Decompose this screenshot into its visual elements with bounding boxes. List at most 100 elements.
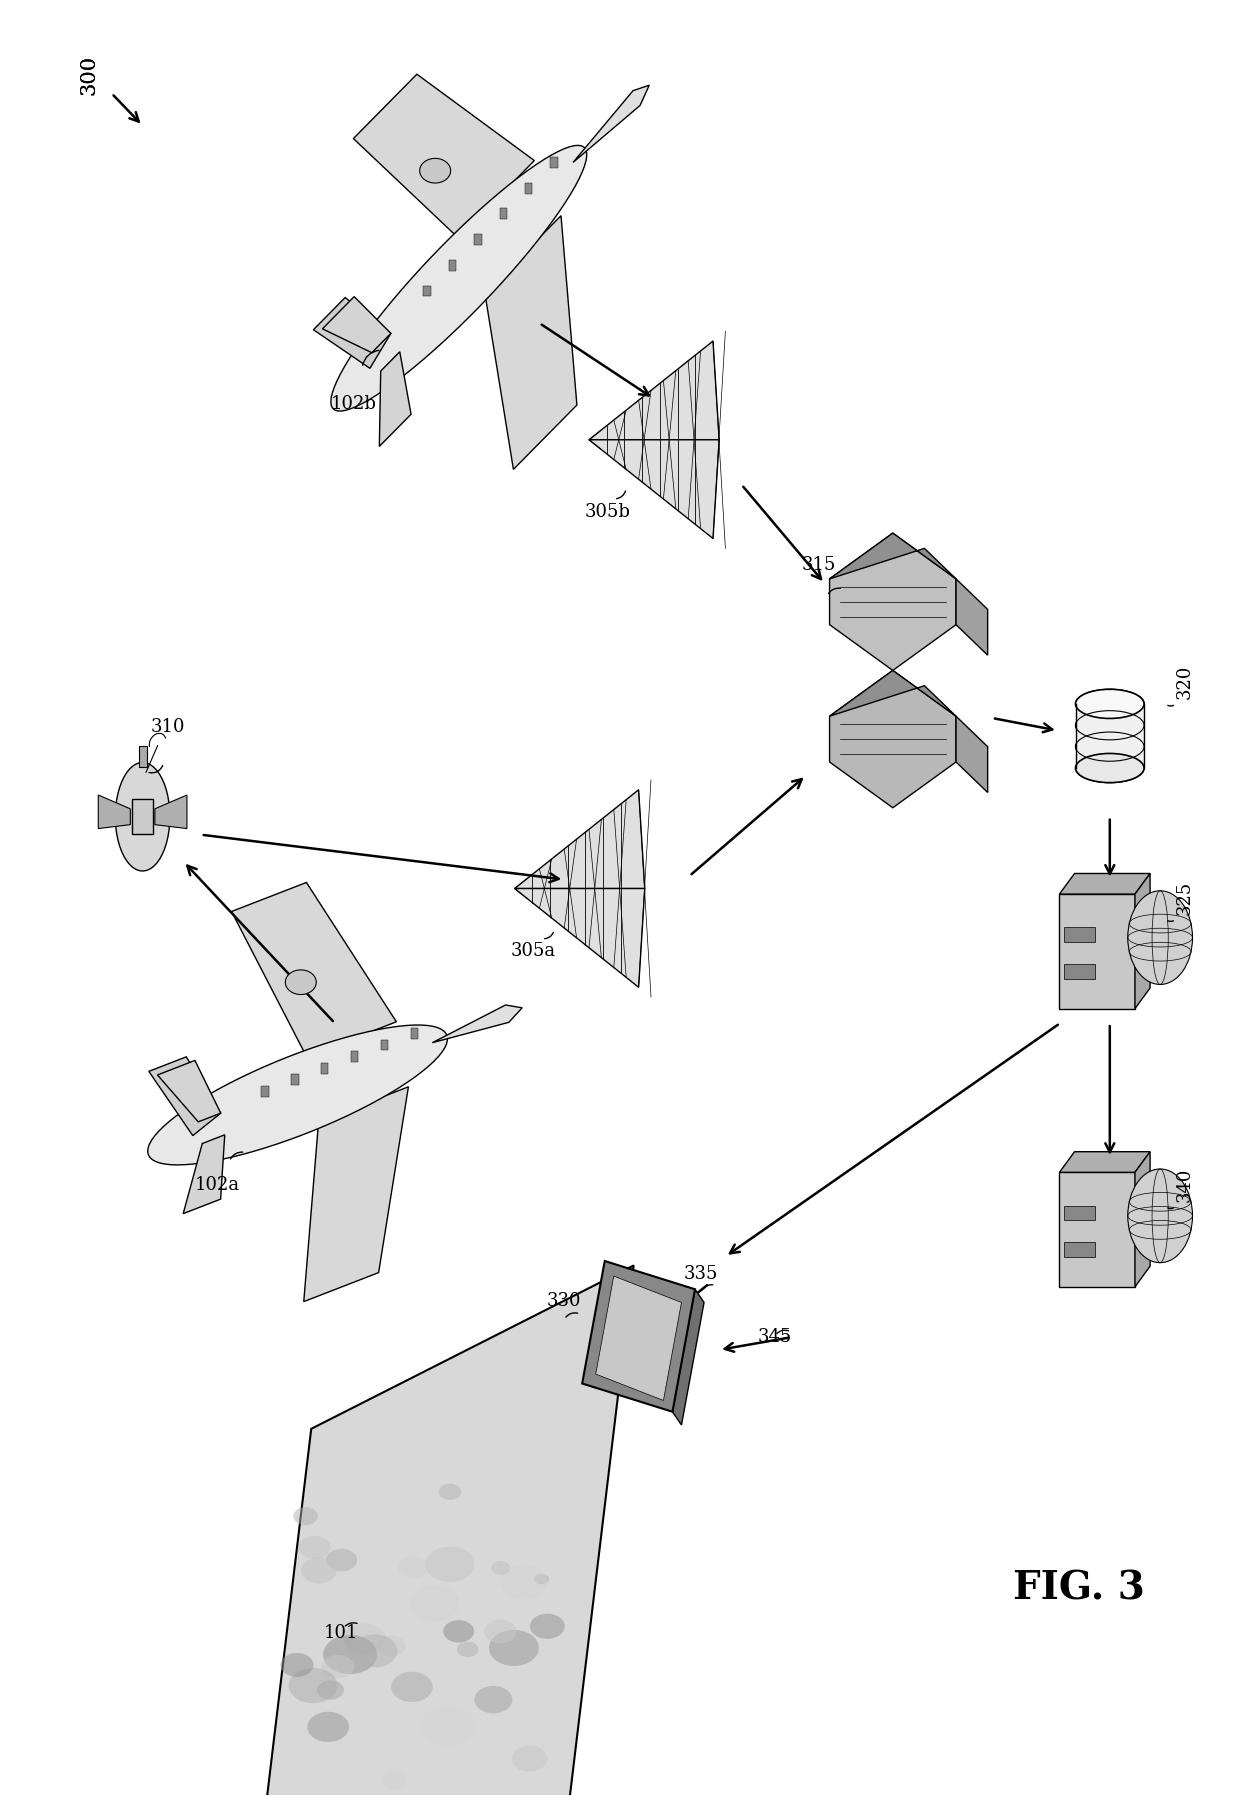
Polygon shape	[1059, 1152, 1149, 1172]
Polygon shape	[1135, 1152, 1149, 1287]
Polygon shape	[573, 84, 650, 162]
Polygon shape	[322, 296, 391, 352]
Polygon shape	[1059, 874, 1149, 894]
Ellipse shape	[391, 1671, 433, 1702]
Text: 315: 315	[801, 556, 836, 574]
Polygon shape	[353, 74, 534, 237]
Bar	[525, 183, 532, 194]
Polygon shape	[485, 215, 577, 468]
Bar	[351, 1052, 358, 1063]
Ellipse shape	[1075, 754, 1145, 783]
Ellipse shape	[484, 1619, 517, 1644]
Polygon shape	[184, 1134, 224, 1213]
Text: 300: 300	[79, 56, 99, 95]
Text: 330: 330	[547, 1292, 582, 1310]
Bar	[500, 208, 507, 219]
Polygon shape	[956, 716, 987, 793]
Polygon shape	[830, 533, 956, 578]
Ellipse shape	[1075, 754, 1145, 783]
Bar	[291, 1075, 299, 1086]
Ellipse shape	[529, 1614, 564, 1639]
Ellipse shape	[377, 1635, 405, 1657]
Ellipse shape	[500, 1563, 548, 1599]
Bar	[410, 1029, 418, 1039]
Polygon shape	[232, 883, 397, 1057]
Bar	[262, 1086, 269, 1097]
Polygon shape	[956, 578, 987, 655]
Polygon shape	[595, 1276, 682, 1400]
Ellipse shape	[293, 1508, 317, 1526]
Ellipse shape	[1075, 711, 1145, 740]
Polygon shape	[98, 795, 130, 829]
Polygon shape	[247, 1265, 634, 1795]
Ellipse shape	[491, 1562, 510, 1574]
Polygon shape	[672, 1289, 704, 1425]
Bar	[1064, 964, 1095, 978]
Text: 335: 335	[683, 1265, 718, 1283]
Bar	[474, 233, 481, 244]
Polygon shape	[830, 533, 956, 671]
Ellipse shape	[321, 1655, 353, 1678]
Polygon shape	[433, 1005, 522, 1043]
Polygon shape	[331, 145, 587, 411]
Polygon shape	[589, 440, 719, 538]
Polygon shape	[515, 889, 645, 987]
Ellipse shape	[301, 1558, 337, 1583]
Ellipse shape	[398, 1556, 429, 1578]
Ellipse shape	[420, 1705, 476, 1745]
FancyBboxPatch shape	[1075, 704, 1145, 768]
Text: 345: 345	[758, 1328, 792, 1346]
Polygon shape	[285, 969, 316, 994]
Ellipse shape	[324, 1635, 377, 1675]
Ellipse shape	[1075, 732, 1145, 761]
Text: 310: 310	[150, 718, 185, 736]
Polygon shape	[304, 1086, 408, 1301]
Text: 305a: 305a	[511, 942, 556, 960]
Polygon shape	[419, 158, 450, 183]
Ellipse shape	[289, 1668, 337, 1703]
Polygon shape	[583, 1260, 694, 1411]
Polygon shape	[149, 1057, 221, 1136]
Text: 340: 340	[1176, 1167, 1193, 1203]
Ellipse shape	[352, 1635, 398, 1668]
Text: 320: 320	[1176, 664, 1193, 700]
Ellipse shape	[489, 1630, 539, 1666]
Polygon shape	[148, 1025, 448, 1165]
Ellipse shape	[326, 1549, 357, 1571]
Ellipse shape	[280, 1653, 314, 1677]
Ellipse shape	[439, 1484, 461, 1501]
Text: 325: 325	[1176, 880, 1193, 915]
Bar	[1064, 1206, 1095, 1221]
Ellipse shape	[381, 1772, 405, 1790]
Polygon shape	[133, 799, 153, 835]
Ellipse shape	[317, 1680, 343, 1700]
Bar	[321, 1063, 329, 1073]
Circle shape	[1128, 1169, 1193, 1262]
Polygon shape	[139, 745, 146, 768]
Ellipse shape	[425, 1547, 475, 1581]
Polygon shape	[830, 670, 956, 716]
Ellipse shape	[456, 1642, 479, 1657]
Polygon shape	[589, 341, 719, 440]
Ellipse shape	[343, 1623, 386, 1655]
Polygon shape	[155, 795, 187, 829]
Text: 102b: 102b	[331, 395, 376, 413]
Polygon shape	[379, 352, 412, 447]
Polygon shape	[1135, 874, 1149, 1009]
Bar	[1064, 1242, 1095, 1256]
Bar	[424, 285, 432, 296]
Text: 305b: 305b	[585, 503, 630, 521]
Ellipse shape	[512, 1747, 548, 1772]
Polygon shape	[314, 298, 391, 368]
Text: 102a: 102a	[195, 1176, 239, 1194]
Polygon shape	[515, 790, 645, 889]
Ellipse shape	[443, 1621, 474, 1642]
Ellipse shape	[534, 1574, 549, 1585]
Polygon shape	[115, 763, 170, 871]
Bar	[449, 260, 456, 271]
Text: 101: 101	[324, 1624, 358, 1642]
Bar	[381, 1039, 388, 1050]
Ellipse shape	[308, 1712, 350, 1741]
Text: 300: 300	[79, 56, 99, 95]
Ellipse shape	[410, 1585, 460, 1621]
